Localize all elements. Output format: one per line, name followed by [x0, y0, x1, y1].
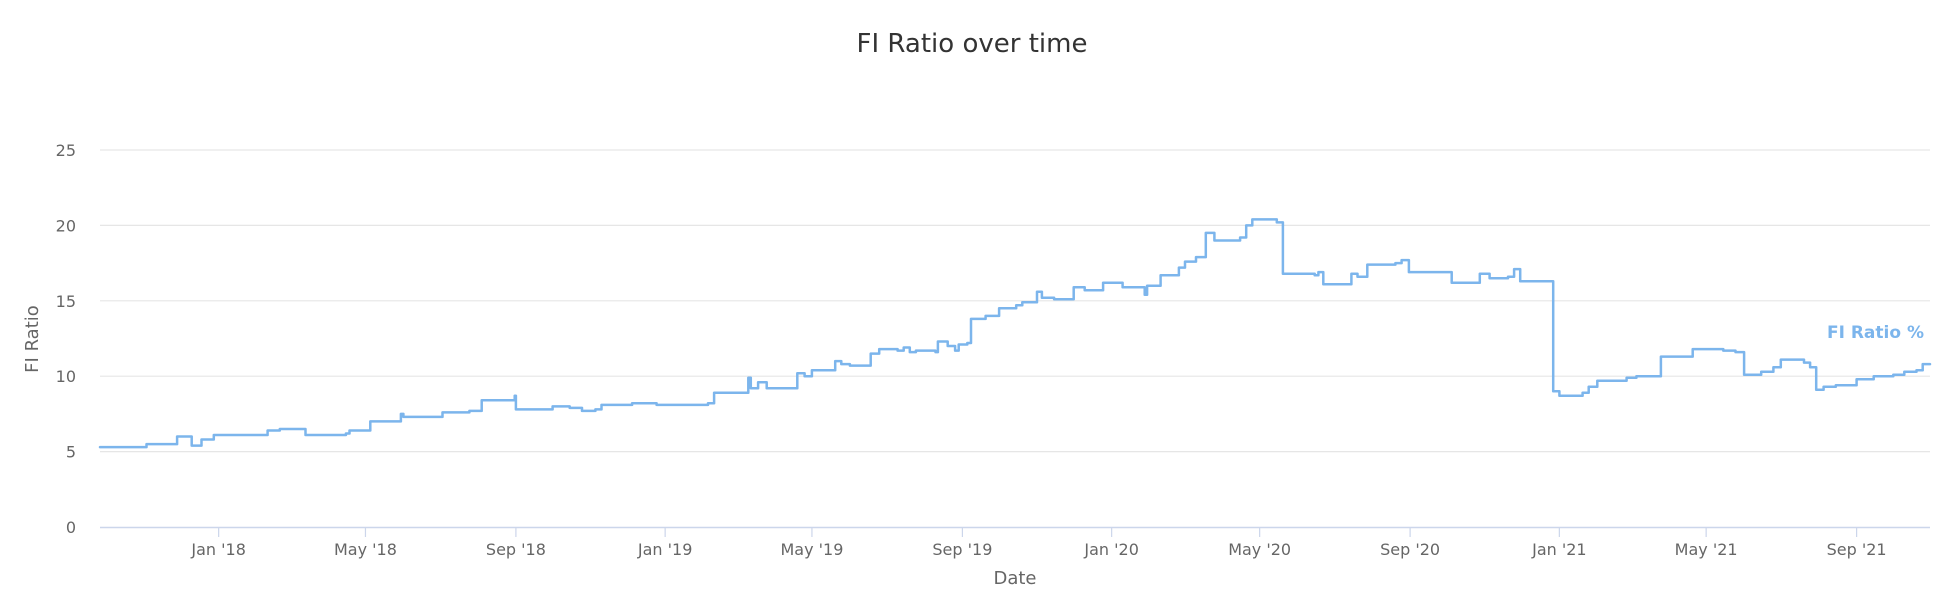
y-axis: 0 5 10 15 20 25 — [56, 141, 76, 537]
x-tick-label: May '18 — [334, 540, 397, 559]
x-tick-label: Jan '21 — [1531, 540, 1587, 559]
series-line-fi-ratio — [98, 218, 1932, 449]
gridlines — [100, 149, 1930, 453]
chart-title: FI Ratio over time — [857, 29, 1088, 59]
y-tick-label: 0 — [66, 518, 76, 537]
x-axis-title: Date — [993, 568, 1036, 589]
series-label: FI Ratio % — [1827, 323, 1924, 343]
x-tick-label: Jan '19 — [637, 540, 693, 559]
x-tick-label: Sep '19 — [932, 540, 992, 559]
x-tick-label: Sep '18 — [486, 540, 546, 559]
x-tick-label: Sep '20 — [1380, 540, 1440, 559]
x-tick-label: May '19 — [780, 540, 843, 559]
x-tick-label: May '21 — [1675, 540, 1738, 559]
series-layer: FI Ratio % — [98, 218, 1932, 449]
x-axis: Jan '18 May '18 Sep '18 Jan '19 May '19 Sep '… — [100, 526, 1930, 559]
y-tick-label: 15 — [56, 292, 76, 311]
y-axis-title: FI Ratio — [22, 305, 43, 373]
x-tick-label: Sep '21 — [1827, 540, 1887, 559]
x-tick-label: Jan '18 — [190, 540, 246, 559]
x-tick-label: Jan '20 — [1083, 540, 1139, 559]
y-tick-label: 25 — [56, 141, 76, 160]
x-tick-label: May '20 — [1228, 540, 1291, 559]
y-tick-label: 5 — [66, 443, 76, 462]
y-tick-label: 20 — [56, 216, 76, 235]
y-tick-label: 10 — [56, 367, 76, 386]
